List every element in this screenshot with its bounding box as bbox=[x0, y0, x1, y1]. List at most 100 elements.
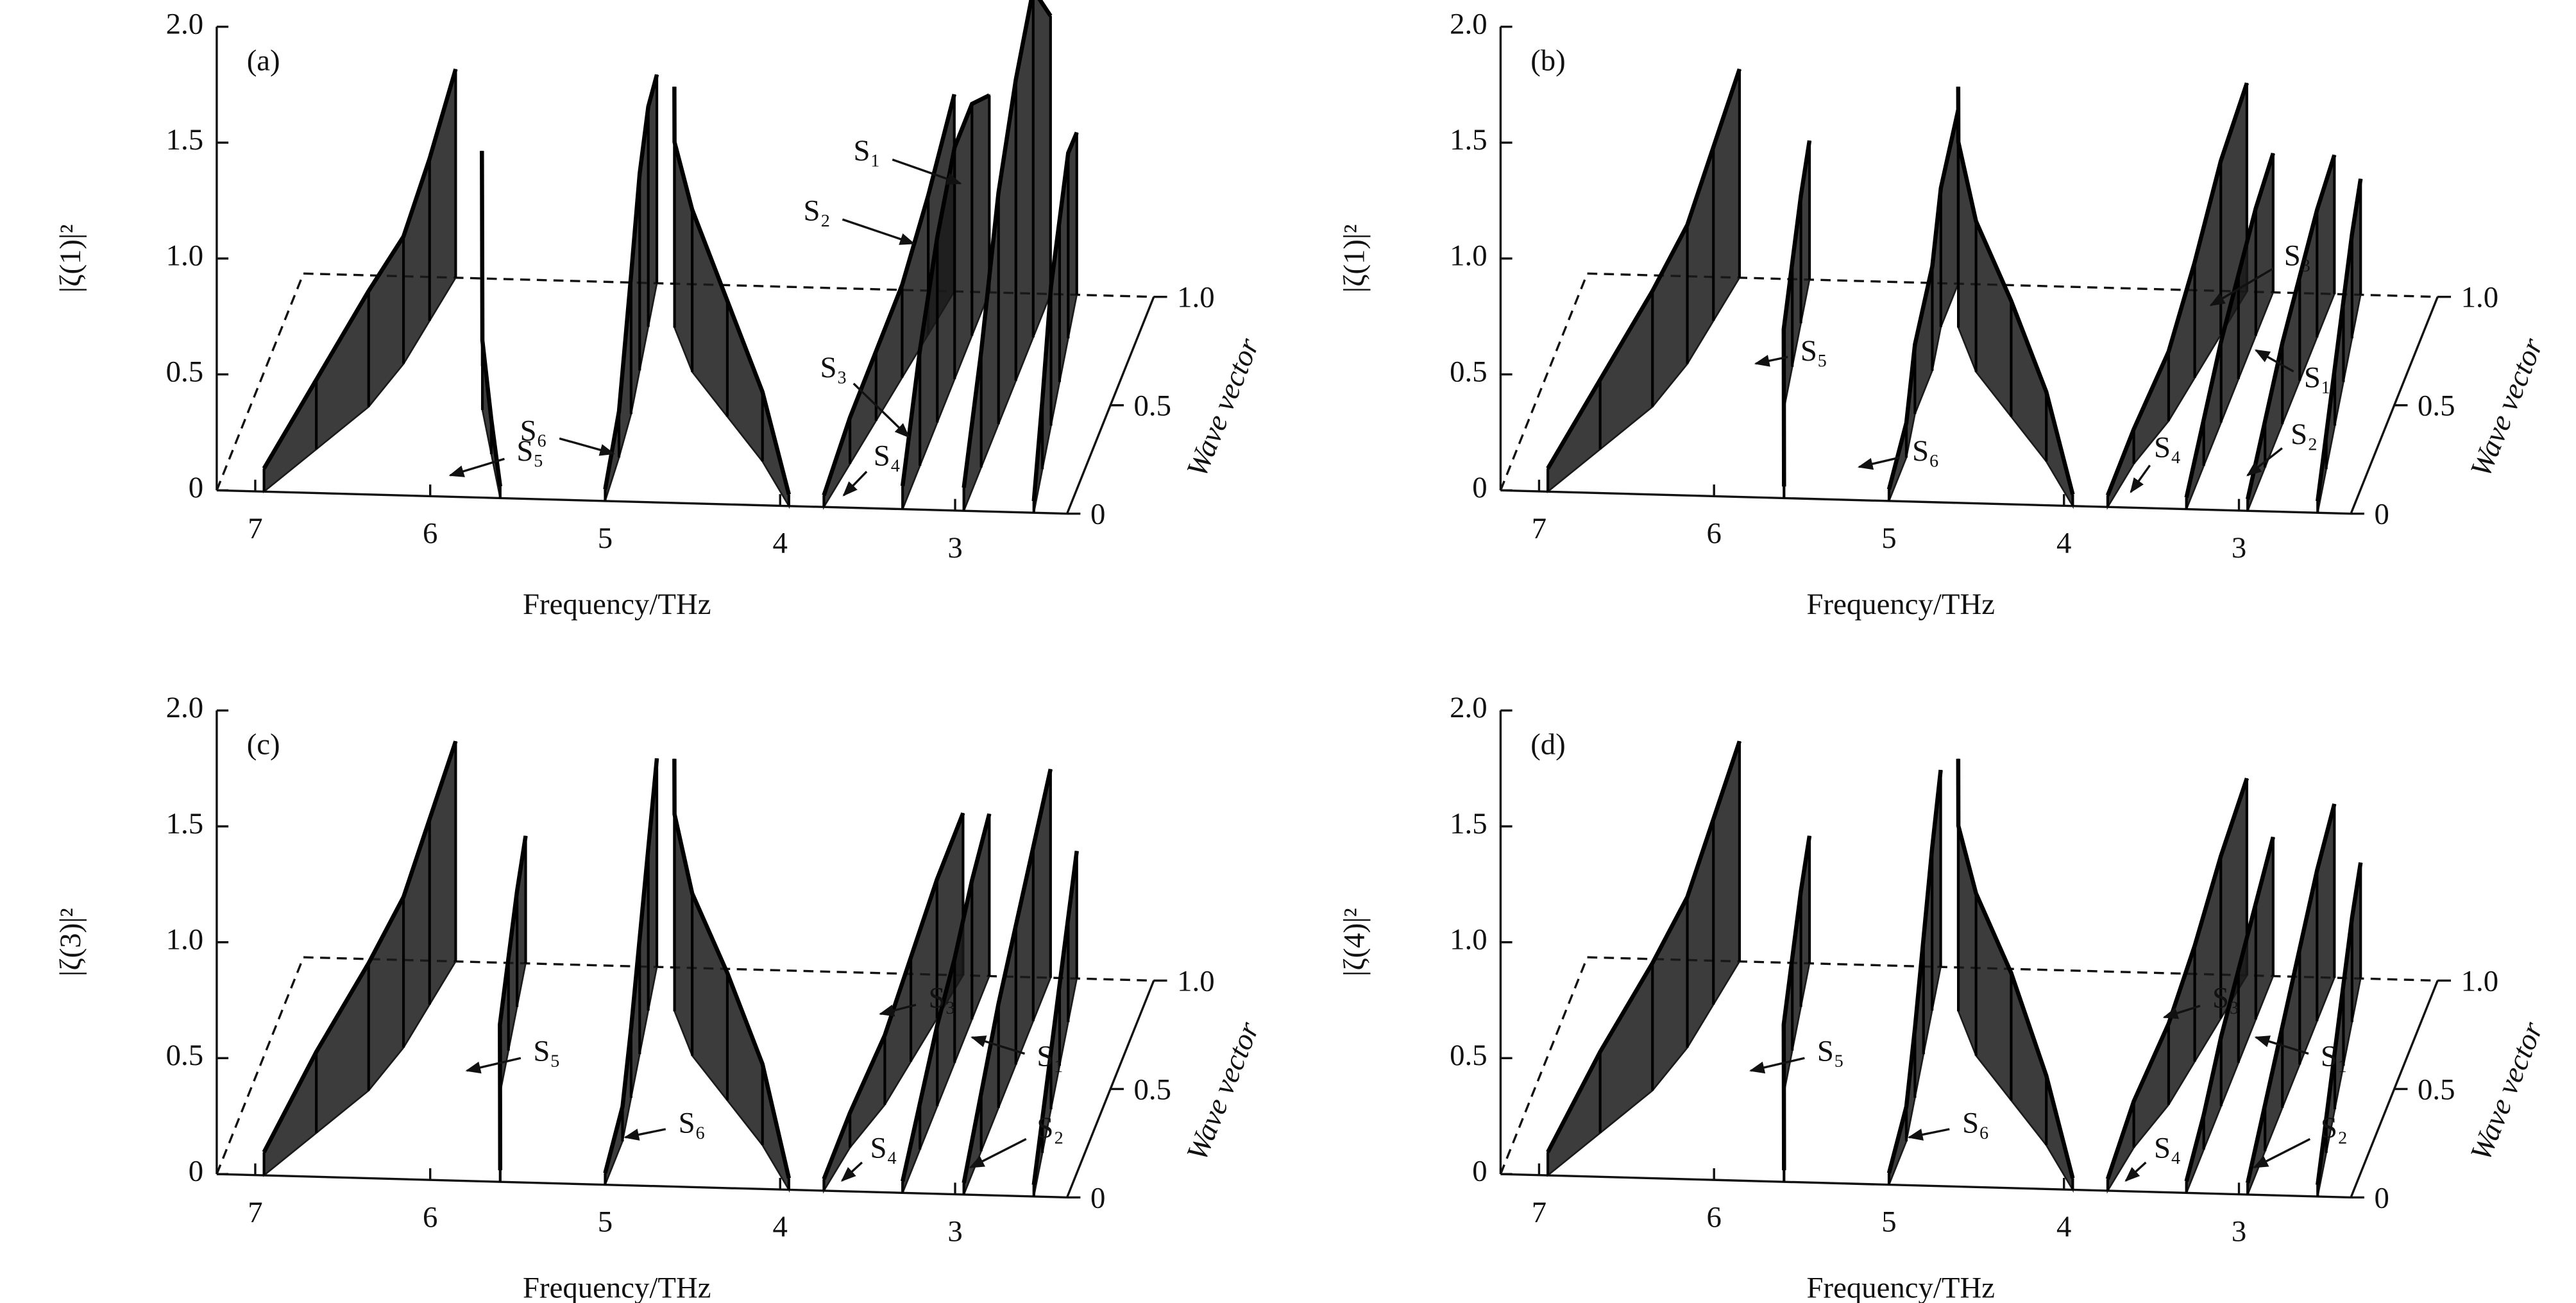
annotation: S₄ bbox=[874, 439, 901, 473]
x-tick-label: 5 bbox=[1881, 1205, 1896, 1239]
annotation-arrow bbox=[842, 218, 915, 245]
x-tick-label: 6 bbox=[1707, 1200, 1722, 1234]
y-tick-label: 0.5 bbox=[1450, 355, 1487, 388]
x-axis-label: Frequency/THz bbox=[523, 1272, 711, 1303]
annotation-arrow bbox=[969, 1137, 1027, 1169]
annotation: S₃ bbox=[2212, 981, 2239, 1014]
band-top bbox=[2184, 152, 2275, 498]
band-top bbox=[2105, 82, 2250, 497]
annotation-arrow bbox=[879, 1003, 917, 1017]
annotation-arrow bbox=[2254, 1035, 2309, 1055]
x-tick-label: 4 bbox=[773, 527, 788, 560]
annotation: S₆ bbox=[520, 414, 547, 448]
y-tick-label: 0.5 bbox=[166, 1039, 203, 1072]
z-tick-label: 0 bbox=[1090, 498, 1105, 531]
y-tick-label: 2.0 bbox=[166, 691, 203, 724]
z-tick-label: 1.0 bbox=[1177, 964, 1214, 998]
y-tick-label: 0 bbox=[1472, 1155, 1487, 1188]
annotation: S₁ bbox=[853, 134, 880, 167]
y-tick-label: 0.5 bbox=[166, 355, 203, 388]
y-tick-label: 2.0 bbox=[1450, 7, 1487, 40]
x-tick-label: 3 bbox=[947, 1215, 962, 1248]
z-tick-label: 0 bbox=[2374, 1181, 2389, 1214]
band-top bbox=[672, 758, 792, 1179]
x-axis-label: Frequency/THz bbox=[1807, 1272, 1995, 1303]
x-tick-label: 3 bbox=[947, 531, 962, 565]
y-tick-label: 0 bbox=[189, 471, 203, 504]
band-top bbox=[2184, 836, 2275, 1182]
annotation-arrow bbox=[623, 1128, 666, 1141]
annotation-arrow bbox=[892, 158, 962, 185]
band-top bbox=[2316, 862, 2363, 1186]
x-tick-label: 4 bbox=[2056, 527, 2071, 560]
z-tick-label: 1.0 bbox=[2461, 281, 2498, 314]
x-tick-label: 5 bbox=[598, 1205, 613, 1239]
annotation: S₄ bbox=[2154, 1131, 2181, 1164]
band-top bbox=[672, 87, 792, 495]
band-top bbox=[1781, 140, 1812, 487]
annotation-arrow bbox=[1907, 1128, 1950, 1141]
band-top bbox=[900, 93, 990, 486]
annotation: S₂ bbox=[2291, 418, 2318, 451]
band-top bbox=[822, 94, 956, 497]
side-edge bbox=[216, 273, 305, 491]
band-top bbox=[1886, 109, 1961, 490]
annotation: S₁ bbox=[2321, 1039, 2348, 1073]
band-top bbox=[1031, 132, 1079, 502]
x-tick-label: 7 bbox=[1532, 512, 1546, 545]
x-tick-label: 6 bbox=[423, 517, 437, 550]
z-tick-label: 0.5 bbox=[1134, 389, 1171, 423]
x-axis-label: Frequency/THz bbox=[523, 588, 711, 621]
y-tick-label: 1.0 bbox=[1450, 923, 1487, 956]
annotation-arrow bbox=[1754, 355, 1788, 367]
y-tick-label: 1.5 bbox=[166, 807, 203, 840]
y-tick-label: 1.5 bbox=[166, 123, 203, 157]
y-tick-label: 0.5 bbox=[1450, 1039, 1487, 1072]
band-top bbox=[480, 151, 503, 487]
band-top bbox=[2316, 178, 2363, 502]
z-tick-label: 0 bbox=[1090, 1181, 1105, 1214]
x-tick-label: 4 bbox=[2056, 1210, 2071, 1243]
y-tick-label: 1.5 bbox=[1450, 123, 1487, 157]
y-axis-label: |ζ(1)|² bbox=[1338, 225, 1371, 293]
annotation-arrow bbox=[448, 457, 505, 477]
x-tick-label: 6 bbox=[423, 1200, 437, 1234]
band-top bbox=[2105, 778, 2250, 1180]
x-tick-label: 3 bbox=[2232, 531, 2246, 565]
band-top bbox=[262, 740, 458, 1154]
annotation: S₅ bbox=[1817, 1035, 1844, 1068]
y-tick-label: 1.0 bbox=[166, 923, 203, 956]
band-top bbox=[2245, 803, 2337, 1184]
y-tick-label: 1.0 bbox=[166, 239, 203, 273]
z-tick-label: 1.0 bbox=[1177, 281, 1214, 314]
x-tick-label: 4 bbox=[773, 1210, 788, 1243]
annotation-arrow bbox=[559, 437, 615, 456]
annotation-arrow bbox=[465, 1057, 521, 1074]
band-top bbox=[822, 812, 965, 1180]
x-tick-label: 5 bbox=[598, 522, 613, 555]
annotation: S₁ bbox=[1037, 1039, 1063, 1073]
annotation: S₅ bbox=[1801, 334, 1827, 368]
side-edge bbox=[216, 957, 305, 1175]
x-tick-label: 3 bbox=[2232, 1215, 2246, 1248]
band-top bbox=[962, 0, 1053, 488]
annotation: S₂ bbox=[1037, 1111, 1063, 1145]
annotation: S₆ bbox=[1962, 1106, 1989, 1139]
z-tick-label: 0.5 bbox=[1134, 1073, 1171, 1106]
annotation-arrow bbox=[2254, 349, 2294, 373]
annotation: S₄ bbox=[2154, 431, 2181, 464]
annotation-arrow bbox=[970, 1035, 1026, 1055]
band-top bbox=[901, 813, 992, 1182]
annotation: S₆ bbox=[679, 1106, 706, 1139]
band-top bbox=[1956, 87, 2075, 495]
annotation-arrow bbox=[2130, 464, 2151, 493]
band-top bbox=[1886, 769, 1943, 1174]
side-edge bbox=[1499, 957, 1589, 1175]
x-tick-label: 7 bbox=[248, 1196, 262, 1229]
x-axis bbox=[216, 1173, 1067, 1199]
annotation-arrow bbox=[2253, 1137, 2311, 1169]
x-tick-label: 5 bbox=[1881, 522, 1896, 555]
y-tick-label: 2.0 bbox=[1450, 691, 1487, 724]
annotation-box bbox=[810, 346, 858, 394]
